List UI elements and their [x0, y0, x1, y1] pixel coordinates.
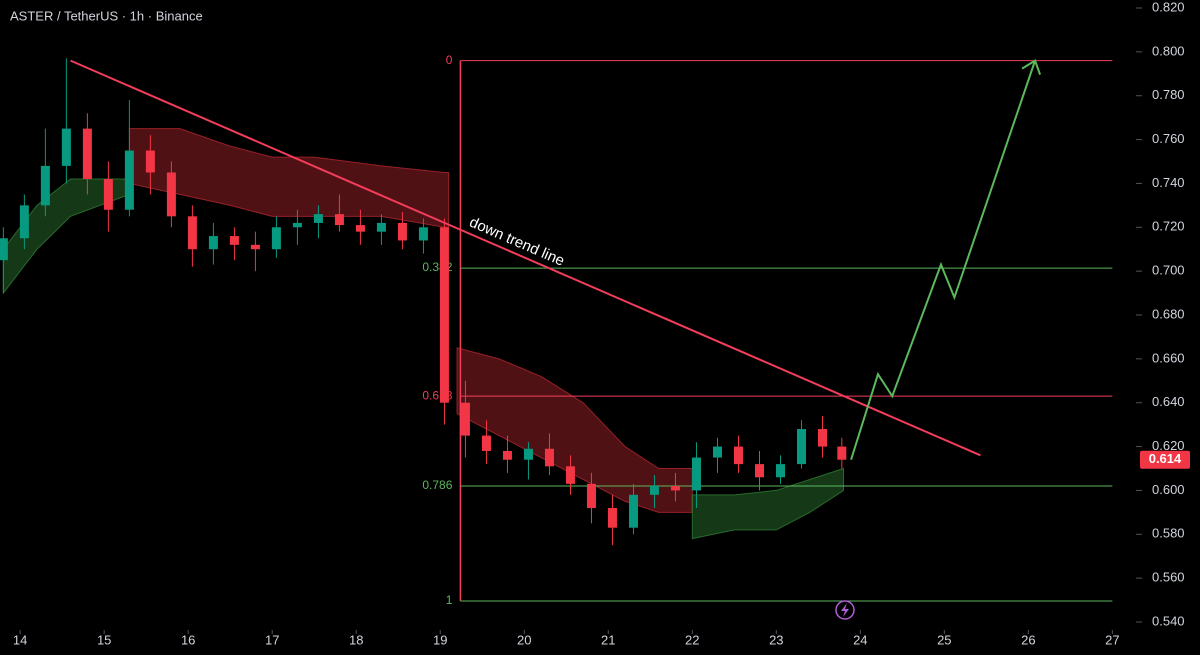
candle-body	[544, 448, 554, 467]
candle-body	[818, 429, 828, 447]
candle-body	[837, 446, 847, 460]
y-tick-label: 0.780	[1152, 87, 1185, 102]
candle-body	[355, 225, 365, 232]
candle-body	[439, 227, 449, 403]
candle-body	[733, 446, 743, 465]
candle-body	[502, 450, 512, 460]
y-tick-label: 0.580	[1152, 526, 1185, 541]
y-tick-label: 0.640	[1152, 394, 1185, 409]
x-tick-label: 18	[349, 632, 363, 647]
candle-body	[565, 466, 575, 484]
candle-body	[271, 227, 281, 250]
x-tick-label: 25	[937, 632, 951, 647]
x-tick-label: 21	[601, 632, 615, 647]
candle-body	[649, 486, 659, 495]
candle-body	[334, 214, 344, 226]
event-icon-bolt	[841, 603, 849, 617]
trend-line	[70, 59, 981, 457]
x-tick-label: 17	[265, 632, 279, 647]
candle-body	[460, 402, 470, 436]
y-tick-label: 0.700	[1152, 263, 1185, 278]
candle-body	[292, 222, 302, 228]
candle-body	[145, 150, 155, 173]
candle-body	[754, 464, 764, 478]
candle-body	[250, 244, 260, 250]
fib-label: 0.786	[422, 478, 452, 492]
y-tick-label: 0.620	[1152, 438, 1185, 453]
candle-body	[607, 507, 617, 528]
x-tick-label: 26	[1021, 632, 1035, 647]
candle-body	[124, 150, 134, 210]
x-tick-label: 23	[769, 632, 783, 647]
x-tick-label: 16	[181, 632, 195, 647]
candle-body	[103, 179, 113, 210]
candle-body	[586, 483, 596, 508]
x-tick-label: 15	[97, 632, 111, 647]
x-tick-label: 24	[853, 632, 867, 647]
y-tick-label: 0.560	[1152, 570, 1185, 585]
candle-body	[82, 128, 92, 180]
last-price-label: 0.614	[1149, 451, 1182, 466]
candle-body	[208, 236, 218, 250]
y-tick-label: 0.820	[1152, 0, 1185, 14]
candle-body	[40, 165, 50, 206]
y-tick-label: 0.760	[1152, 131, 1185, 146]
y-tick-label: 0.600	[1152, 482, 1185, 497]
fib-label: 1	[446, 593, 453, 607]
candle-body	[481, 435, 491, 451]
event-icon	[835, 600, 855, 620]
candle-body	[397, 222, 407, 241]
candle-body	[166, 172, 176, 217]
candle-body	[187, 216, 197, 250]
x-tick-label: 22	[685, 632, 699, 647]
projection-arrowhead	[1021, 59, 1042, 75]
chart-title: ASTER / TetherUS · 1h · Binance	[10, 8, 203, 23]
x-tick-label: 20	[517, 632, 531, 647]
candle-body	[797, 429, 807, 465]
candle-body	[376, 222, 386, 232]
candle-body	[691, 457, 701, 491]
y-tick-label: 0.800	[1152, 43, 1185, 58]
candle-body	[0, 238, 8, 261]
candle-body	[775, 464, 785, 478]
fib-label: 0	[446, 53, 453, 67]
candle-body	[628, 494, 638, 528]
x-tick-label: 19	[433, 632, 447, 647]
candle-body	[712, 446, 722, 458]
last-price-box	[1140, 450, 1190, 469]
y-tick-label: 0.660	[1152, 350, 1185, 365]
projection-path	[850, 60, 1037, 461]
y-tick-label: 0.720	[1152, 219, 1185, 234]
y-tick-label: 0.740	[1152, 175, 1185, 190]
candle-body	[313, 214, 323, 223]
candle-body	[523, 448, 533, 460]
x-tick-label: 27	[1105, 632, 1119, 647]
candle-body	[19, 205, 29, 239]
candle-body	[229, 236, 239, 245]
candle-body	[670, 486, 680, 491]
candle-body	[418, 227, 428, 241]
y-tick-label: 0.540	[1152, 613, 1185, 628]
y-tick-label: 0.680	[1152, 306, 1185, 321]
candle-body	[61, 128, 71, 166]
x-tick-label: 14	[13, 632, 27, 647]
